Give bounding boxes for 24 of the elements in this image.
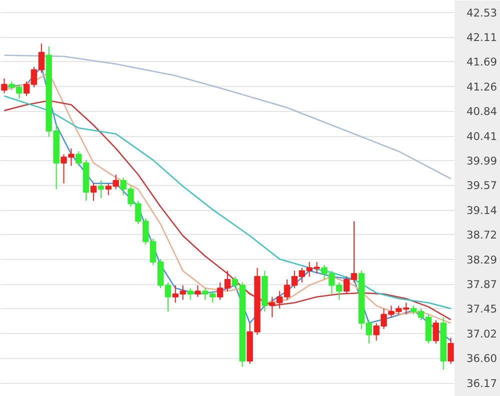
y-tick-label: 38.29 [466, 254, 498, 267]
candlestick [194, 284, 201, 298]
y-tick-label: 38.72 [466, 228, 498, 242]
y-tick-label: 36.60 [466, 352, 498, 366]
y-tick-label: 37.02 [466, 328, 498, 341]
y-tick-label: 39.57 [466, 179, 498, 192]
line-series [4, 54, 452, 180]
y-tick-label: 40.84 [466, 105, 498, 118]
candlestick [1, 78, 8, 94]
y-tick-label: 37.45 [466, 302, 498, 316]
candlestick [432, 320, 439, 344]
y-tick-label: 41.26 [466, 80, 498, 94]
y-tick-label: 39.14 [466, 204, 498, 218]
y-tick-label: 41.69 [466, 56, 498, 69]
y-tick-label: 36.17 [466, 377, 498, 390]
y-tick-label: 39.99 [466, 154, 498, 168]
candlestick [98, 180, 104, 198]
y-tick-label: 42.53 [466, 6, 498, 20]
candlestick [187, 288, 194, 300]
y-tick-label: 37.87 [466, 278, 498, 292]
candlestick [448, 337, 454, 364]
y-tick-label: 40.41 [466, 130, 498, 144]
candlestick [90, 182, 97, 202]
y-tick-label: 42.11 [466, 31, 498, 44]
